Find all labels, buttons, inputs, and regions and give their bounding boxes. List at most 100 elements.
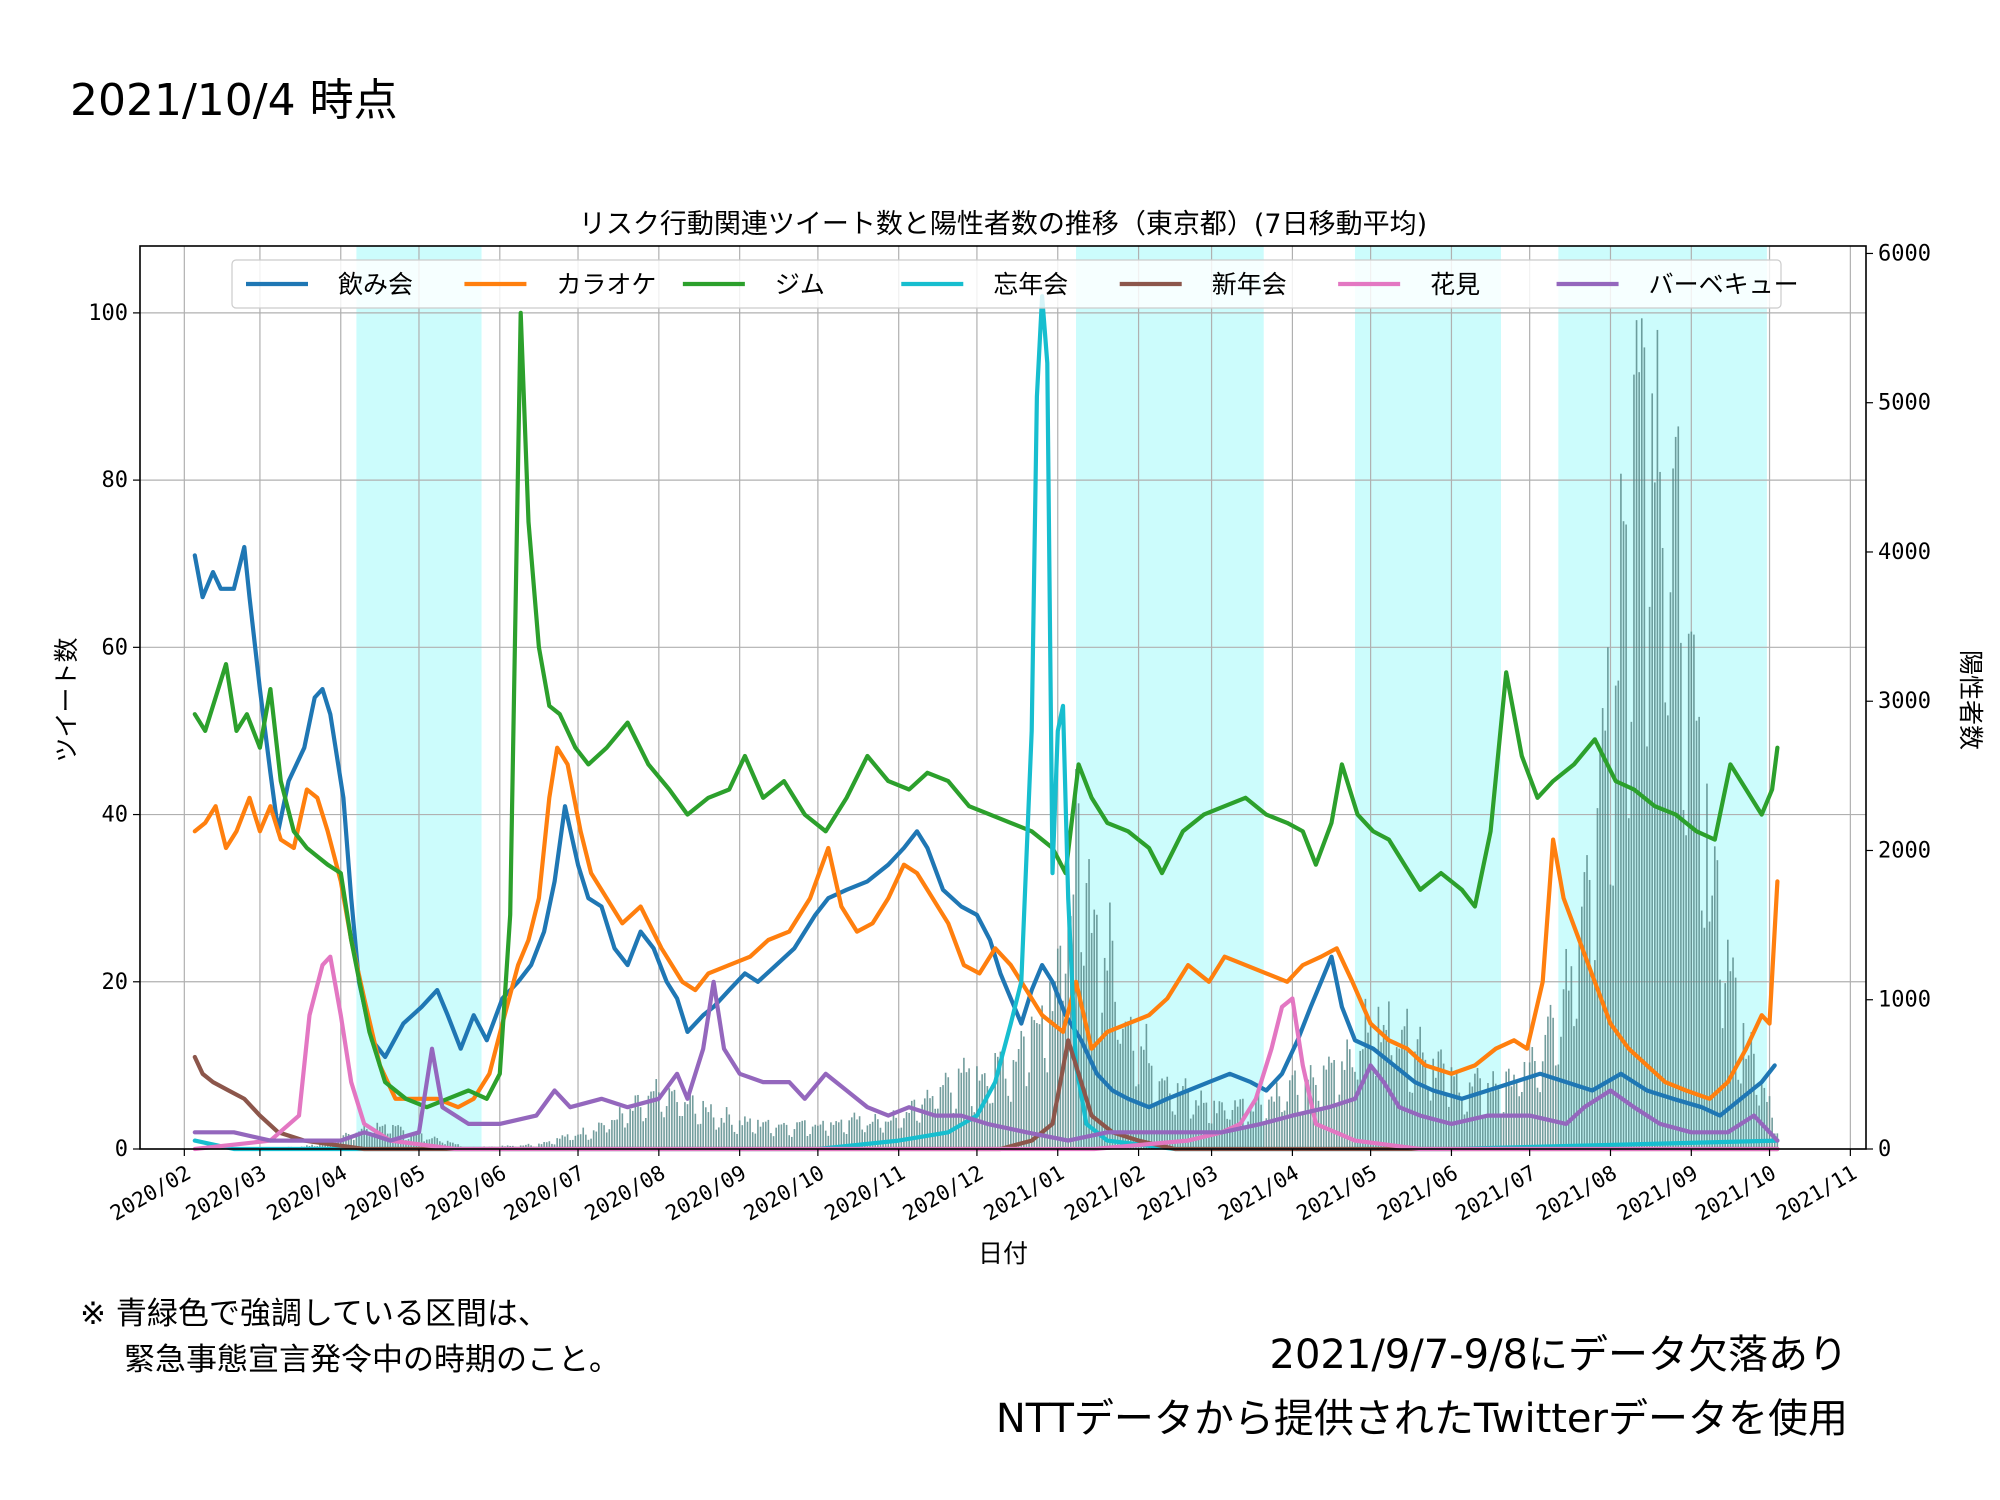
- positives-bar: [731, 1124, 733, 1149]
- positives-bar: [1129, 1016, 1132, 1149]
- positives-bar: [1766, 1101, 1768, 1149]
- positives-bar: [822, 1120, 824, 1149]
- positives-bar: [762, 1122, 764, 1149]
- positives-bar: [1695, 720, 1698, 1149]
- positives-bar: [798, 1122, 801, 1149]
- positives-bar: [913, 1099, 916, 1149]
- positives-bar: [1080, 952, 1083, 1149]
- positives-bar: [1046, 1072, 1049, 1149]
- positives-bar: [1534, 1061, 1536, 1149]
- positives-bar: [1719, 979, 1721, 1149]
- y-axis-label: ツイート数: [52, 637, 81, 762]
- positives-bar: [970, 1106, 973, 1149]
- positives-bar: [1283, 1110, 1286, 1149]
- positives-bar: [1257, 1091, 1260, 1149]
- positives-bar: [1166, 1076, 1169, 1149]
- positives-bar: [355, 1132, 358, 1149]
- positives-bar: [373, 1128, 376, 1149]
- positives-bar: [1573, 1026, 1575, 1149]
- positives-bar: [1614, 685, 1617, 1149]
- positives-bar: [1729, 971, 1732, 1149]
- positives-bar: [392, 1124, 394, 1149]
- positives-bar: [1380, 1042, 1382, 1149]
- positives-bar: [1338, 1094, 1341, 1149]
- positives-bar: [1145, 1023, 1148, 1149]
- positives-bar: [1518, 1096, 1521, 1149]
- positives-bar: [1581, 906, 1583, 1149]
- positives-bar: [1051, 1011, 1054, 1149]
- positives-bar: [1359, 1050, 1362, 1149]
- positives-bar: [1093, 909, 1096, 1149]
- legend-label: 飲み会: [338, 270, 413, 299]
- positives-bar: [1395, 1047, 1398, 1149]
- positives-bar: [1633, 374, 1635, 1150]
- legend-label: バーベキュー: [1649, 270, 1799, 299]
- positives-bar: [1557, 1064, 1560, 1149]
- positives-bar: [543, 1142, 545, 1149]
- positives-bar: [1260, 1104, 1262, 1149]
- positives-bar: [618, 1107, 621, 1149]
- positives-bar: [689, 1091, 691, 1149]
- positives-bar: [738, 1120, 741, 1149]
- positives-bar: [1408, 1091, 1411, 1149]
- x-tick-label: 2020/04: [263, 1161, 352, 1226]
- positives-bar: [358, 1131, 360, 1149]
- y2-tick-label: 5000: [1878, 391, 1931, 416]
- positives-bar: [1560, 1036, 1562, 1149]
- positives-bar: [1434, 1077, 1437, 1149]
- positives-bar: [929, 1098, 931, 1149]
- positives-bar: [1497, 1089, 1500, 1149]
- y2-tick-label: 0: [1878, 1137, 1891, 1162]
- positives-bar: [1182, 1086, 1184, 1149]
- positives-bar: [728, 1114, 731, 1149]
- positives-bar: [824, 1130, 827, 1149]
- legend-label: 新年会: [1212, 270, 1287, 299]
- legend-label: カラオケ: [556, 270, 656, 299]
- positives-bar: [746, 1121, 749, 1149]
- positives-bar: [665, 1106, 668, 1149]
- x-tick-label: 2021/03: [1133, 1161, 1222, 1226]
- positives-bar: [715, 1129, 718, 1149]
- positives-bar: [1463, 1114, 1466, 1149]
- positives-bar: [840, 1119, 843, 1149]
- positives-bar: [574, 1135, 577, 1149]
- positives-bar: [1690, 631, 1693, 1149]
- x-tick-label: 2021/10: [1691, 1161, 1780, 1226]
- positives-bar: [1727, 939, 1729, 1149]
- positives-bar: [1403, 1026, 1406, 1149]
- positives-bar: [1630, 721, 1633, 1149]
- positives-bar: [1745, 1058, 1747, 1149]
- positives-bar: [944, 1072, 947, 1149]
- positives-bar: [582, 1127, 585, 1149]
- positives-bar: [457, 1144, 459, 1149]
- positives-bar: [814, 1124, 817, 1149]
- positives-bar: [1713, 846, 1716, 1149]
- positives-bar: [983, 1073, 986, 1149]
- positives-bar: [916, 1120, 918, 1149]
- positives-bar: [1007, 1095, 1010, 1149]
- positives-bar: [832, 1124, 835, 1149]
- positives-bar: [1466, 1111, 1468, 1149]
- x-tick-label: 2021/04: [1214, 1161, 1303, 1226]
- positives-bar: [1247, 1121, 1249, 1149]
- positives-bar: [976, 1066, 978, 1149]
- legend-box: [231, 259, 1782, 309]
- positives-bar: [1106, 970, 1109, 1149]
- positives-bar: [806, 1135, 809, 1149]
- positives-bar: [1077, 803, 1080, 1149]
- positives-bar: [827, 1135, 830, 1149]
- positives-bar: [921, 1104, 923, 1149]
- positives-bar: [347, 1133, 350, 1149]
- positives-bar: [363, 1124, 366, 1149]
- positives-bar: [879, 1127, 882, 1149]
- positives-bar: [837, 1122, 840, 1149]
- positives-bar: [1753, 1053, 1755, 1149]
- positives-bar: [1716, 860, 1719, 1149]
- plot-frame: [139, 245, 1867, 1150]
- positives-bar: [1176, 1083, 1179, 1149]
- positives-bar: [1043, 1057, 1046, 1149]
- positives-bar: [1098, 1038, 1101, 1149]
- positives-bar: [676, 1102, 678, 1149]
- positives-bar: [1661, 547, 1664, 1149]
- positives-bar: [733, 1131, 736, 1149]
